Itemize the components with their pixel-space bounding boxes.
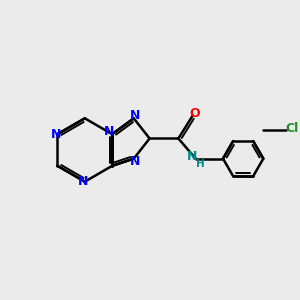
Text: Cl: Cl — [285, 122, 298, 135]
Text: H: H — [196, 159, 205, 169]
Text: N: N — [78, 175, 88, 188]
Text: N: N — [51, 128, 61, 141]
Text: O: O — [189, 107, 200, 120]
Text: N: N — [130, 109, 140, 122]
Text: N: N — [187, 150, 197, 163]
Text: N: N — [104, 125, 115, 138]
Text: N: N — [130, 155, 140, 168]
